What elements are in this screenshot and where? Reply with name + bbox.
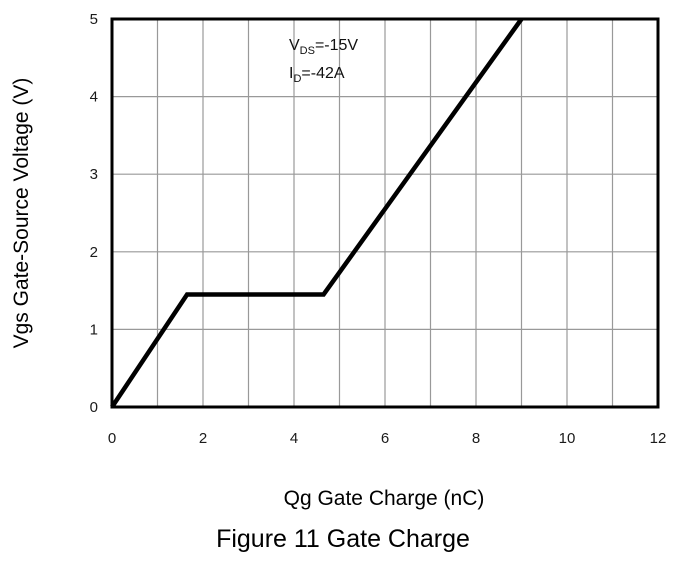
x-tick-label: 8 bbox=[472, 430, 480, 447]
figure-caption: Figure 11 Gate Charge bbox=[216, 525, 470, 553]
annotation-id: ID=-42A bbox=[289, 65, 345, 85]
x-tick-label: 2 bbox=[199, 430, 207, 447]
x-axis-tick-labels: 0 2 4 6 8 10 12 bbox=[108, 430, 667, 447]
x-tick-label: 6 bbox=[381, 430, 389, 447]
y-axis-tick-labels: 0 1 2 3 4 5 bbox=[90, 11, 98, 416]
x-tick-label: 0 bbox=[108, 430, 116, 447]
y-tick-label: 2 bbox=[90, 244, 98, 261]
y-tick-label: 3 bbox=[90, 166, 98, 183]
y-tick-label: 0 bbox=[90, 399, 98, 416]
x-tick-label: 12 bbox=[650, 430, 667, 447]
chart-annotations: VDS=-15V ID=-42A bbox=[289, 37, 358, 85]
y-tick-label: 4 bbox=[90, 89, 98, 106]
series-line-0 bbox=[110, 17, 524, 409]
y-tick-label: 5 bbox=[90, 11, 98, 28]
x-axis-title: Qg Gate Charge (nC) bbox=[284, 487, 485, 510]
annotation-vds: VDS=-15V bbox=[289, 37, 358, 57]
y-tick-label: 1 bbox=[90, 321, 98, 338]
plot-area-frame bbox=[110, 17, 660, 409]
grid-lines bbox=[111, 18, 659, 408]
y-axis-title: Vgs Gate-Source Voltage (V) bbox=[10, 78, 33, 349]
series-layer bbox=[110, 17, 524, 409]
x-tick-label: 10 bbox=[559, 430, 576, 447]
x-tick-label: 4 bbox=[290, 430, 298, 447]
